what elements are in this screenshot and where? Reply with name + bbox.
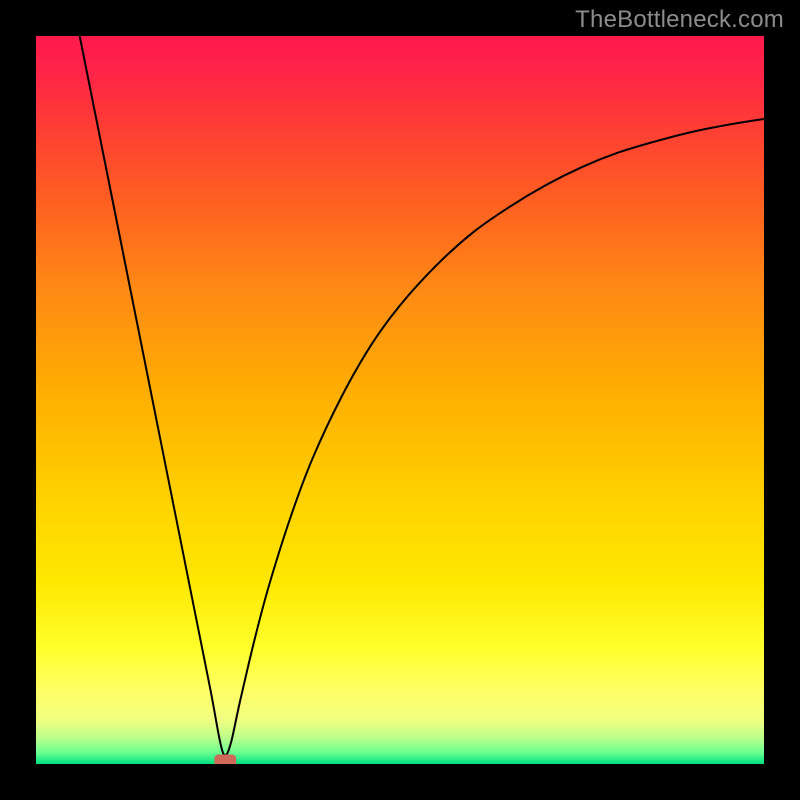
plot-background [36,36,764,764]
watermark-label: TheBottleneck.com [575,6,784,33]
plot-svg [36,36,764,764]
minimum-marker [214,755,236,764]
watermark-text: TheBottleneck.com [575,6,784,34]
plot-area [36,36,764,764]
chart-frame: TheBottleneck.com [0,0,800,800]
